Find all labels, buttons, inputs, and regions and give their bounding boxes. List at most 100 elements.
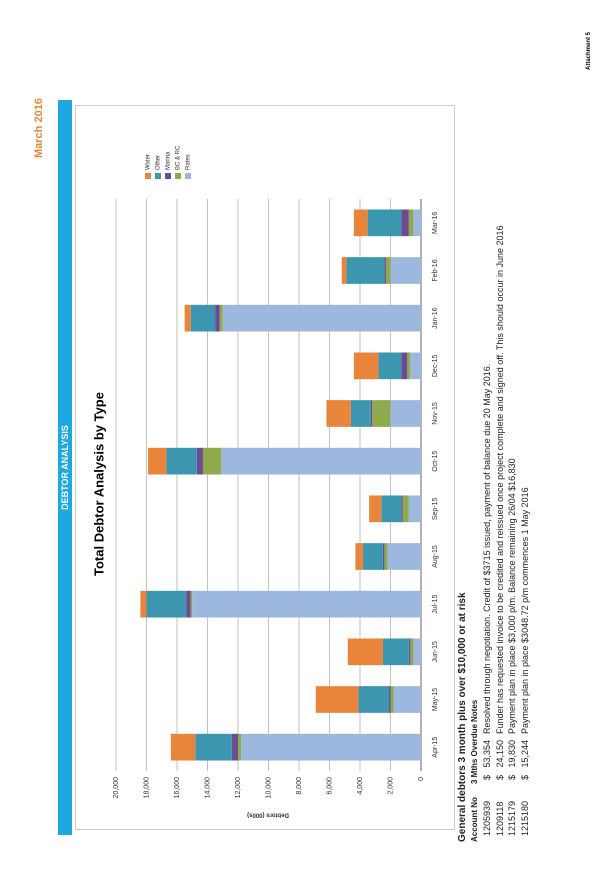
currency: $ bbox=[519, 774, 530, 780]
account-no: 1215179 bbox=[507, 800, 517, 836]
x-tick-label: Jul-15 bbox=[432, 595, 439, 614]
note: Payment plan in place $3,000 p/m. Balanc… bbox=[507, 458, 517, 734]
bar-segment bbox=[410, 352, 422, 380]
bar-segment bbox=[196, 447, 203, 475]
currency: $ bbox=[494, 774, 505, 780]
bar-segment bbox=[390, 400, 421, 427]
legend-swatch bbox=[165, 173, 171, 179]
bar-segment bbox=[363, 543, 383, 570]
x-tick-label: Dec-15 bbox=[432, 354, 439, 377]
y-tick-label: 2,000 bbox=[387, 777, 394, 795]
note: Funder has requested invoice to be credi… bbox=[494, 225, 505, 735]
bar-segment bbox=[382, 638, 409, 666]
bar-segment bbox=[408, 209, 414, 237]
legend-swatch bbox=[185, 173, 191, 179]
legend-label: Rates bbox=[186, 154, 192, 170]
x-tick-label: Apr-15 bbox=[432, 737, 439, 758]
bar-segment bbox=[326, 400, 351, 427]
y-tick-label: 6,000 bbox=[326, 777, 333, 795]
bar-segment bbox=[170, 733, 196, 761]
bar-segment bbox=[315, 686, 359, 713]
bar-segment bbox=[146, 590, 187, 618]
bar-segment bbox=[221, 447, 421, 475]
x-tick-label: Jan-16 bbox=[432, 307, 439, 329]
bar-segment bbox=[401, 209, 409, 237]
legend-swatch bbox=[175, 173, 181, 179]
account-no: 1215180 bbox=[519, 800, 530, 836]
attachment-label: Attachment 5 bbox=[586, 31, 592, 70]
bar-segment bbox=[408, 495, 421, 523]
account-no: 1205939 bbox=[482, 800, 492, 836]
y-tick-label: 14,000 bbox=[204, 777, 211, 799]
x-tick-label: Nov-15 bbox=[432, 402, 439, 425]
bar-segment bbox=[407, 352, 411, 380]
amount: 53,354 bbox=[482, 740, 492, 768]
x-tick-label: Oct-15 bbox=[432, 451, 439, 472]
y-tick-label: 18,000 bbox=[143, 777, 150, 799]
column-header: Notes bbox=[470, 699, 479, 722]
y-tick-label: 0 bbox=[418, 777, 425, 781]
chart: Total Debtor Analysis by Type Debtors (0… bbox=[75, 105, 455, 830]
legend-swatch bbox=[155, 173, 161, 179]
bar-segment bbox=[350, 400, 371, 427]
bar-segment bbox=[186, 590, 191, 618]
bar-segment bbox=[355, 543, 364, 570]
bar-segment bbox=[382, 543, 385, 570]
bar-segment bbox=[378, 352, 402, 380]
legend-label: BC & RC bbox=[176, 145, 182, 170]
note: Payment plan in place $3048.72 p/m comme… bbox=[519, 487, 530, 734]
bar-segment bbox=[190, 590, 193, 618]
bar-segment bbox=[353, 352, 379, 380]
x-tick-label: Sep-15 bbox=[432, 497, 439, 520]
amount: 19,830 bbox=[507, 740, 517, 768]
currency: $ bbox=[507, 774, 517, 780]
bar-segment bbox=[166, 447, 197, 475]
bar-segment bbox=[413, 638, 421, 666]
legend-label: Water bbox=[146, 154, 152, 170]
bar-segment bbox=[184, 304, 191, 332]
x-tick-label: Aug-15 bbox=[432, 545, 439, 568]
bar-segment bbox=[387, 543, 422, 570]
currency: $ bbox=[482, 774, 492, 780]
note: Resolved through negotiation. Credit of … bbox=[482, 363, 492, 734]
section-banner: DEBTOR ANALYSIS bbox=[58, 100, 72, 835]
y-axis-title: Debtors (000s) bbox=[247, 811, 289, 817]
report-date: March 2016 bbox=[33, 98, 45, 158]
bar-segment bbox=[347, 638, 383, 666]
amount: 15,244 bbox=[519, 740, 530, 768]
bar-segment bbox=[390, 257, 421, 284]
x-tick-label: Jun-15 bbox=[432, 641, 439, 663]
bar-segment bbox=[367, 209, 402, 237]
x-tick-label: Feb-16 bbox=[432, 259, 439, 281]
legend-label: Marina bbox=[166, 151, 172, 170]
bar-segment bbox=[408, 638, 411, 666]
bar-segment bbox=[140, 590, 147, 618]
bar-segment bbox=[148, 447, 167, 475]
legend-label: Other bbox=[156, 155, 162, 170]
bar-segment bbox=[341, 257, 347, 284]
y-tick-label: 12,000 bbox=[235, 777, 242, 799]
bar-segment bbox=[381, 495, 402, 523]
legend-swatch bbox=[145, 173, 151, 179]
bar-segment bbox=[384, 543, 388, 570]
bar-segment bbox=[219, 304, 223, 332]
y-tick-label: 20,000 bbox=[113, 777, 120, 799]
bar-segment bbox=[190, 304, 216, 332]
bar-segment bbox=[401, 352, 408, 380]
bar-segment bbox=[401, 495, 403, 523]
y-tick-label: 10,000 bbox=[265, 777, 272, 799]
column-header: Account No bbox=[470, 797, 479, 842]
bar-segment bbox=[372, 400, 391, 427]
bar-segment bbox=[390, 686, 394, 713]
bar-segment bbox=[215, 304, 220, 332]
bar-segment bbox=[192, 590, 421, 618]
chart-title: Total Debtor Analysis by Type bbox=[91, 392, 106, 576]
amount: 24,150 bbox=[494, 740, 505, 768]
x-tick-label: Mar-16 bbox=[432, 212, 439, 234]
bar-segment bbox=[222, 304, 421, 332]
bar-segment bbox=[369, 495, 382, 523]
bar-segment bbox=[402, 495, 409, 523]
bar-segment bbox=[231, 733, 238, 761]
column-header: 3 Mths Overdue bbox=[470, 723, 479, 784]
bar-segment bbox=[238, 733, 242, 761]
